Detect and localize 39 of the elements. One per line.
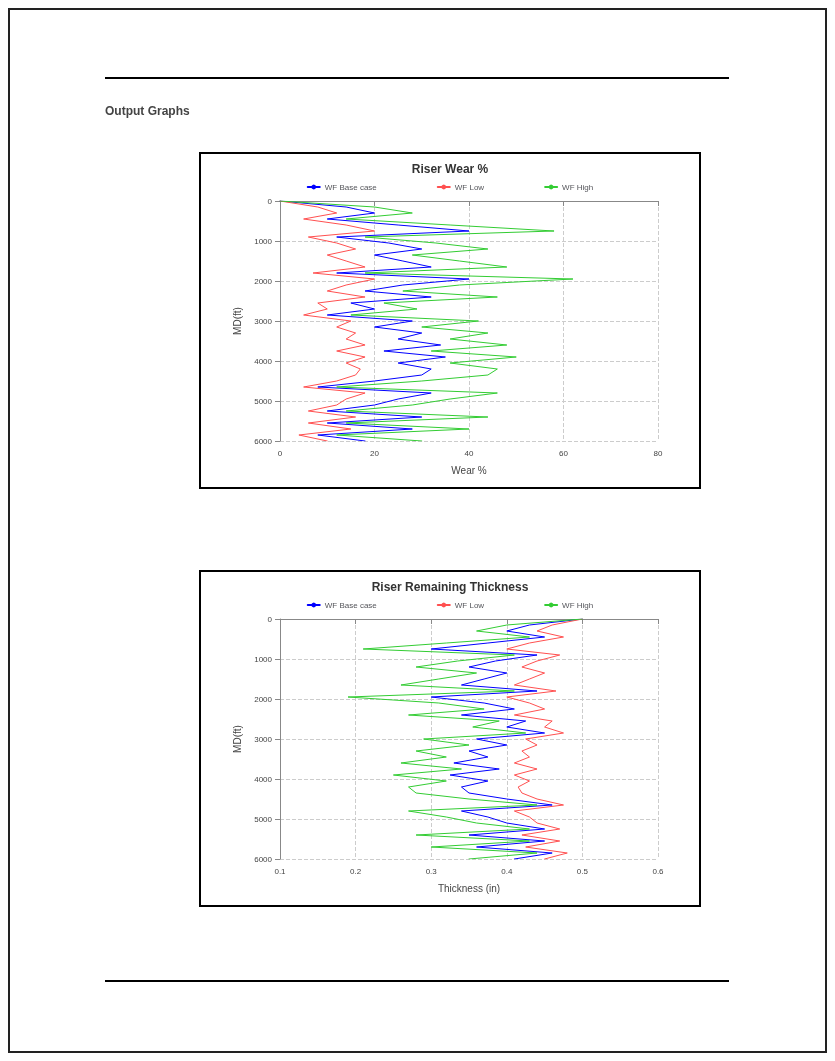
legend-label: WF Low [454,600,485,610]
legend-label: WF Base case [324,182,378,192]
x-tick-label: 0.1 [274,866,287,876]
x-tick-label: 60 [559,448,569,458]
legend-label: WF Low [454,182,485,192]
y-tick-label: 4000 [254,774,273,784]
text: Output Graphs [105,104,190,118]
x-tick-label: 0.6 [652,866,665,876]
y-tick-label: 0 [267,196,273,206]
legend-label: WF Base case [324,600,378,610]
y-tick-label: 5000 [254,814,273,824]
y-tick-label: 2000 [254,276,273,286]
x-axis-title: Wear % [451,464,487,476]
x-tick-label: 0.2 [350,866,362,876]
y-tick-label: 2000 [254,694,273,704]
chart-title: Riser Remaining Thickness [371,580,529,594]
y-tick-label: 3000 [254,734,273,744]
x-tick-label: 0.5 [576,866,589,876]
y-axis-title: MD(ft) [231,725,243,753]
x-tick-label: 80 [653,448,663,458]
y-tick-label: 1000 [254,236,273,246]
legend-label: WF High [562,600,594,610]
x-tick-label: 40 [464,448,474,458]
x-tick-label: 0.3 [425,866,438,876]
y-tick-label: 0 [267,614,273,624]
y-tick-label: 4000 [254,356,273,366]
y-tick-label: 5000 [254,396,273,406]
y-tick-label: 6000 [254,436,273,446]
y-tick-label: 3000 [254,316,273,326]
legend-label: WF High [562,182,594,192]
y-tick-label: 6000 [254,854,273,864]
x-tick-label: 0 [277,448,283,458]
x-tick-label: 20 [370,448,380,458]
y-axis-title: MD(ft) [231,307,243,335]
y-tick-label: 1000 [254,654,273,664]
x-tick-label: 0.4 [501,866,513,876]
line-series [347,618,583,860]
x-axis-title: Thickness (in) [437,882,501,894]
chart-title: Riser Wear % [411,162,489,176]
